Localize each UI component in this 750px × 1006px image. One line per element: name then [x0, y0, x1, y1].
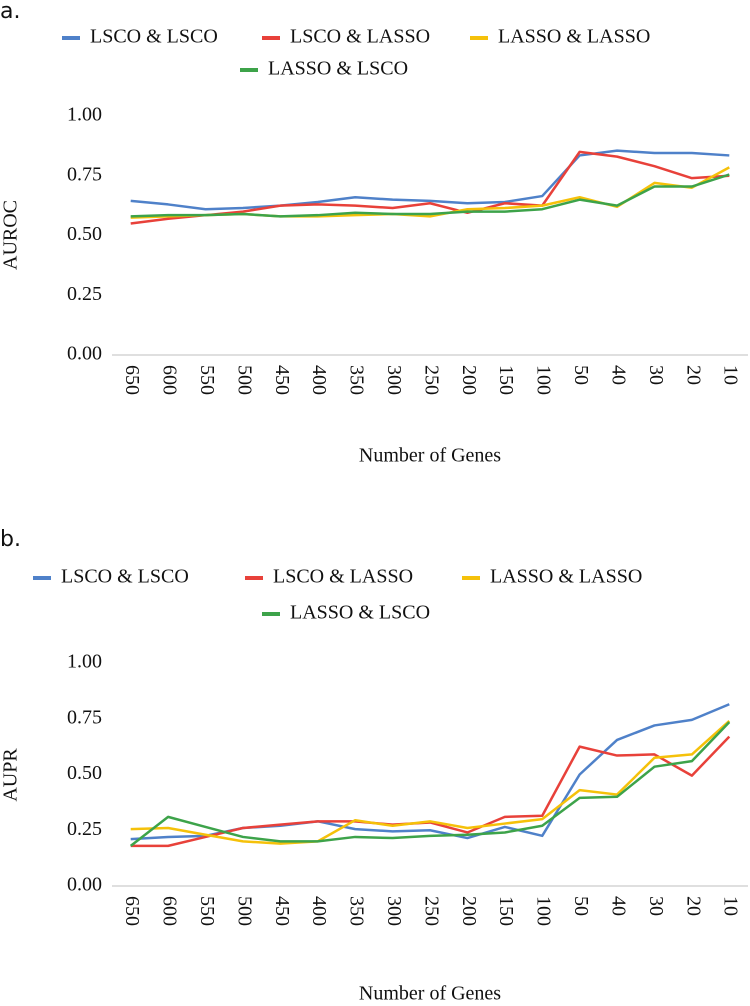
x-tick-label: 650	[121, 896, 143, 926]
legend-label: LSCO & LSCO	[61, 566, 189, 588]
x-tick-label: 30	[645, 365, 667, 385]
x-tick-label: 250	[420, 365, 442, 395]
y-tick-label: 0.50	[67, 762, 102, 784]
panel-label: a.	[0, 0, 20, 24]
x-tick-label: 350	[346, 896, 368, 926]
x-tick-label: 300	[383, 896, 405, 926]
x-tick-label: 550	[196, 365, 218, 395]
x-tick-label: 200	[458, 365, 480, 395]
x-tick-label: 600	[159, 896, 181, 926]
series-line	[130, 720, 731, 845]
x-tick-label: 100	[533, 365, 555, 395]
series-line	[130, 150, 730, 225]
x-tick-label: 450	[271, 365, 293, 395]
y-tick-label: 0.75	[67, 706, 102, 728]
x-tick-label: 400	[308, 365, 330, 395]
y-tick-label: 0.50	[67, 223, 102, 245]
y-tick-label: 0.25	[67, 818, 102, 840]
x-tick-label: 250	[420, 896, 442, 926]
x-axis-title: Number of Genes	[359, 983, 501, 1005]
series-line	[130, 149, 730, 211]
y-tick-label: 1.00	[67, 104, 102, 126]
x-tick-label: 500	[233, 365, 255, 395]
x-tick-label: 20	[682, 365, 704, 385]
legend-label: LSCO & LASSO	[290, 26, 430, 48]
x-axis-title: Number of Genes	[359, 445, 501, 467]
x-tick-label: 50	[570, 896, 592, 916]
x-tick-label: 40	[607, 365, 629, 385]
x-tick-label: 10	[720, 896, 742, 916]
x-tick-label: 50	[570, 365, 592, 385]
legend-label: LASSO & LASSO	[498, 26, 650, 48]
x-tick-label: 450	[271, 896, 293, 926]
series-line	[129, 721, 731, 847]
x-tick-label: 150	[495, 365, 517, 395]
legend-label: LSCO & LASSO	[273, 566, 413, 588]
legend-label: LASSO & LASSO	[490, 566, 642, 588]
panel-label: b.	[0, 527, 21, 552]
x-tick-label: 650	[121, 365, 143, 395]
x-tick-label: 300	[383, 365, 405, 395]
x-tick-label: 550	[196, 896, 218, 926]
x-tick-label: 600	[159, 365, 181, 395]
y-tick-label: 0.00	[67, 874, 102, 896]
y-tick-label: 0.75	[67, 163, 102, 185]
x-tick-label: 10	[720, 365, 742, 385]
y-axis-title: AUROC	[0, 200, 22, 270]
series-line	[130, 166, 730, 219]
x-tick-label: 150	[495, 896, 517, 926]
x-tick-label: 200	[458, 896, 480, 926]
legend-label: LASSO & LSCO	[290, 602, 430, 624]
x-tick-label: 500	[233, 896, 255, 926]
x-tick-label: 40	[607, 896, 629, 916]
x-tick-label: 350	[346, 365, 368, 395]
x-tick-label: 400	[308, 896, 330, 926]
y-axis-title: AUPR	[0, 748, 22, 802]
x-tick-label: 20	[682, 896, 704, 916]
x-tick-label: 100	[533, 896, 555, 926]
series-line	[130, 173, 730, 218]
legend-label: LASSO & LSCO	[268, 58, 408, 80]
legend-label: LSCO & LSCO	[90, 26, 218, 48]
y-tick-label: 1.00	[67, 651, 102, 673]
y-tick-label: 0.00	[67, 343, 102, 365]
x-tick-label: 30	[645, 896, 667, 916]
y-tick-label: 0.25	[67, 283, 102, 305]
